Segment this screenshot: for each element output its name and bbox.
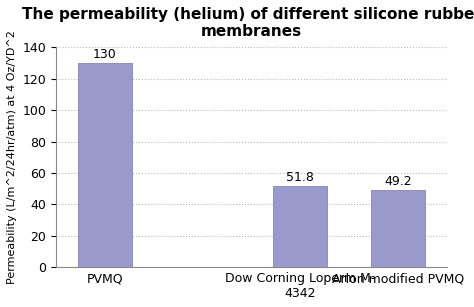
- Text: 51.8: 51.8: [286, 170, 314, 184]
- Text: 49.2: 49.2: [384, 175, 412, 188]
- Title: The permeability (helium) of different silicone rubber
membranes: The permeability (helium) of different s…: [21, 7, 474, 39]
- Y-axis label: Permeability (L/m^2/24hr/atm) at 4 Oz/YD^2: Permeability (L/m^2/24hr/atm) at 4 Oz/YD…: [7, 30, 17, 284]
- Bar: [371, 190, 425, 267]
- Bar: [78, 63, 132, 267]
- Text: 130: 130: [93, 48, 117, 61]
- Bar: [273, 186, 327, 267]
